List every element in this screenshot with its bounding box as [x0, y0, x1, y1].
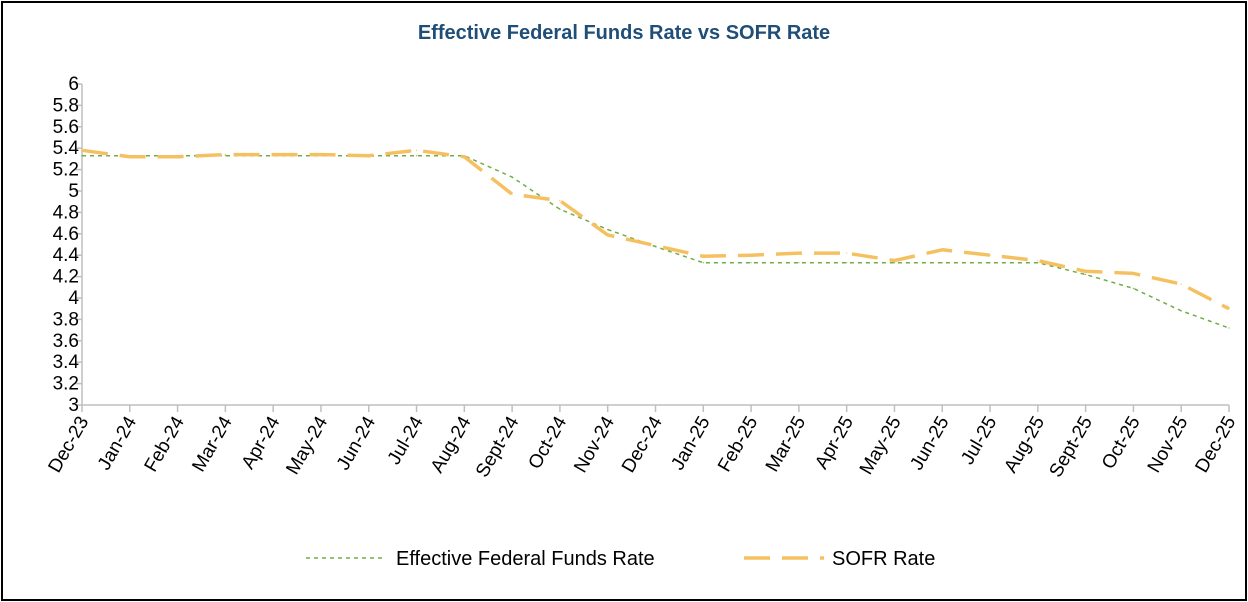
y-tick-label: 4.4: [53, 245, 80, 266]
sofr-data-point: [702, 255, 704, 257]
x-tick-label: Mar-25: [762, 413, 810, 476]
effr-data-point: [798, 262, 800, 264]
x-tick-label: Dec-23: [45, 413, 94, 477]
y-tick-label: 4.2: [53, 267, 79, 288]
effr-data-point: [1085, 273, 1087, 276]
effr-data-point: [511, 176, 513, 178]
sofr-data-point: [320, 154, 322, 156]
x-tick-label: Dec-25: [1192, 413, 1241, 477]
line-chart: Effective Federal Funds Rate vs SOFR Rat…: [45, 22, 1241, 570]
effr-data-point: [1228, 327, 1230, 329]
effr-data-point: [1132, 287, 1135, 289]
sofr-data-point: [415, 149, 418, 151]
y-tick-label: 4.8: [53, 202, 79, 223]
x-tick-label: Nov-24: [570, 413, 619, 477]
series-line-sofr: [81, 148, 1230, 311]
effr-data-point: [1037, 262, 1039, 264]
effr-data-point: [702, 262, 704, 264]
sofr-data-point: [1228, 308, 1230, 310]
y-tick-label: 4.6: [53, 224, 79, 245]
series-layer: [81, 148, 1230, 329]
y-tick-label: 5.4: [53, 138, 80, 159]
effr-data-point: [846, 262, 848, 264]
x-tick-label: Oct-24: [525, 413, 572, 473]
x-tick-label: Oct-25: [1098, 413, 1145, 473]
sofr-data-point: [941, 249, 943, 251]
sofr-data-point: [368, 155, 370, 157]
sofr-data-point: [129, 156, 131, 158]
effr-data-point: [750, 262, 752, 264]
x-tick-label: Dec-24: [618, 413, 667, 477]
sofr-data-point: [224, 154, 226, 156]
effr-data-point: [1180, 310, 1182, 312]
x-tick-label: Feb-24: [141, 413, 190, 476]
y-tick-label: 3.4: [53, 352, 80, 373]
y-tick-label: 4: [68, 288, 79, 309]
effr-data-point: [81, 155, 83, 157]
sofr-data-point: [511, 193, 513, 195]
x-tick-label: Apr-25: [811, 413, 858, 473]
x-tick-label: Aug-25: [1000, 413, 1049, 477]
y-tick-label: 5.6: [53, 117, 79, 138]
x-tick-label: Feb-25: [714, 413, 762, 476]
sofr-data-point: [1037, 259, 1039, 262]
series-line-effr: [82, 154, 1230, 329]
y-tick-label: 5: [68, 181, 79, 202]
x-tick-label: Jul-25: [957, 413, 1001, 468]
sofr-data-point: [1180, 283, 1182, 285]
x-tick-label: Jun-25: [906, 413, 953, 474]
x-tick-label: Mar-24: [188, 413, 236, 476]
x-tick-label: Jul-24: [384, 413, 428, 469]
sofr-data-point: [798, 252, 800, 254]
legend: Effective Federal Funds Rate SOFR Rate: [306, 548, 935, 570]
sofr-data-point: [463, 156, 465, 158]
sofr-data-point: [607, 234, 609, 236]
effr-data-point: [559, 208, 561, 210]
sofr-data-point: [750, 254, 752, 256]
sofr-data-point: [1132, 272, 1135, 274]
sofr-data-point: [654, 244, 657, 247]
y-tick-label: 3.8: [53, 309, 79, 330]
effr-data-point: [989, 262, 991, 264]
y-tick-label: 3: [68, 395, 79, 416]
sofr-data-point: [272, 154, 274, 156]
legend-label-effr: Effective Federal Funds Rate: [396, 548, 655, 570]
y-tick-label: 5.2: [53, 160, 79, 181]
sofr-data-point: [1085, 270, 1087, 272]
effr-data-point: [941, 262, 943, 264]
sofr-data-point: [559, 200, 561, 202]
sofr-data-point: [81, 149, 83, 151]
x-tick-label: May-24: [282, 413, 332, 479]
y-axis: 33.23.43.63.844.24.44.64.855.25.45.65.86: [53, 74, 83, 416]
y-tick-label: 3.2: [53, 374, 79, 395]
x-tick-label: May-25: [856, 413, 906, 478]
effr-data-point: [224, 155, 226, 157]
sofr-data-point: [846, 252, 848, 254]
x-tick-label: Apr-24: [238, 413, 285, 473]
chart-title: Effective Federal Funds Rate vs SOFR Rat…: [418, 22, 830, 44]
x-tick-label: Jun-24: [333, 413, 380, 474]
y-tick-label: 3.6: [53, 331, 79, 352]
effr-data-point: [654, 246, 657, 248]
legend-label-sofr: SOFR Rate: [832, 548, 935, 570]
y-tick-label: 6: [68, 74, 79, 95]
x-tick-label: Aug-24: [427, 413, 476, 477]
y-tick-label: 5.8: [53, 95, 79, 116]
x-tick-label: Sept-25: [1045, 413, 1096, 481]
x-tick-label: Sept-24: [472, 413, 524, 482]
x-tick-label: Nov-25: [1144, 413, 1193, 477]
x-tick-label: Jan-24: [94, 413, 141, 474]
sofr-data-point: [893, 259, 896, 262]
sofr-data-point: [989, 254, 991, 256]
x-tick-label: Jan-25: [667, 413, 714, 474]
effr-data-point: [893, 262, 896, 264]
effr-data-point: [415, 155, 418, 157]
sofr-data-point: [176, 156, 179, 158]
effr-data-point: [607, 228, 609, 231]
